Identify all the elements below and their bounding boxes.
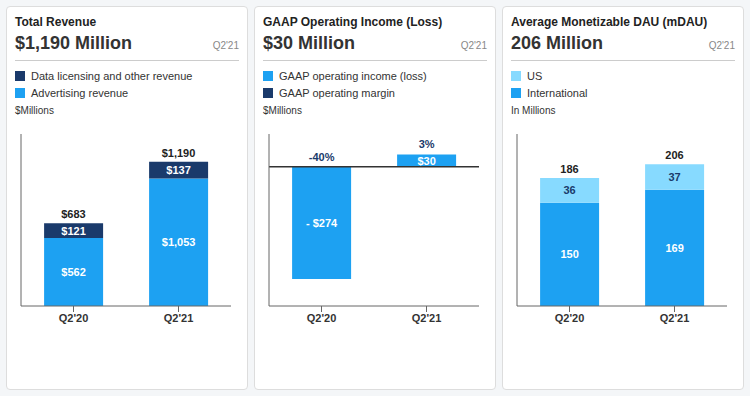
svg-text:$562: $562 — [61, 266, 85, 278]
html-text:GAAP Operating Income (Loss): GAAP Operating Income (Loss) — [263, 15, 443, 29]
svg-text:$1,190: $1,190 — [162, 147, 196, 159]
svg-text:Q2'21: Q2'21 — [660, 312, 690, 324]
html-text:Data licensing and other reven: Data licensing and other revenue — [31, 69, 193, 82]
svg-text:$683: $683 — [61, 208, 85, 220]
html-text:In Millions: In Millions — [511, 105, 556, 116]
html-text:$Millions: $Millions — [263, 105, 302, 116]
svg-text:$30: $30 — [417, 155, 435, 167]
svg-text:3%: 3% — [419, 138, 435, 150]
html-text:Q2'21: Q2'21 — [708, 40, 735, 51]
html-text:$Millions: $Millions — [15, 105, 54, 116]
html-text:Advertising revenue: Advertising revenue — [31, 86, 129, 99]
svg-text:-40%: -40% — [309, 151, 335, 163]
html-text:$1,190 Million: $1,190 Million — [15, 33, 132, 53]
svg-text:206: 206 — [665, 149, 683, 161]
html-text:GAAP operating margin: GAAP operating margin — [279, 86, 395, 99]
svg-text:Q2'20: Q2'20 — [555, 312, 585, 324]
svg-text:169: 169 — [665, 242, 683, 254]
svg-text:150: 150 — [560, 248, 578, 260]
svg-text:- $274: - $274 — [306, 217, 338, 229]
html-text:Average Monetizable DAU (mDAU): Average Monetizable DAU (mDAU) — [511, 15, 708, 29]
html-text:Q2'21: Q2'21 — [212, 40, 239, 51]
svg-text:186: 186 — [560, 163, 578, 175]
html-text:International: International — [527, 86, 588, 99]
svg-text:37: 37 — [668, 171, 680, 183]
html-text:$30 Million: $30 Million — [263, 33, 355, 53]
html-text:US: US — [527, 69, 543, 82]
html-text:Total Revenue: Total Revenue — [15, 15, 97, 29]
html-text:206 Million: 206 Million — [511, 33, 603, 53]
svg-text:Q2'20: Q2'20 — [307, 312, 337, 324]
svg-text:$137: $137 — [166, 164, 190, 176]
html-text:GAAP operating income (loss): GAAP operating income (loss) — [279, 69, 427, 82]
svg-text:Q2'21: Q2'21 — [412, 312, 442, 324]
svg-text:$121: $121 — [61, 225, 85, 237]
html-text:Q2'21: Q2'21 — [460, 40, 487, 51]
svg-text:36: 36 — [563, 184, 575, 196]
svg-text:Q2'20: Q2'20 — [59, 312, 89, 324]
svg-text:$1,053: $1,053 — [162, 236, 196, 248]
svg-text:Q2'21: Q2'21 — [164, 312, 194, 324]
